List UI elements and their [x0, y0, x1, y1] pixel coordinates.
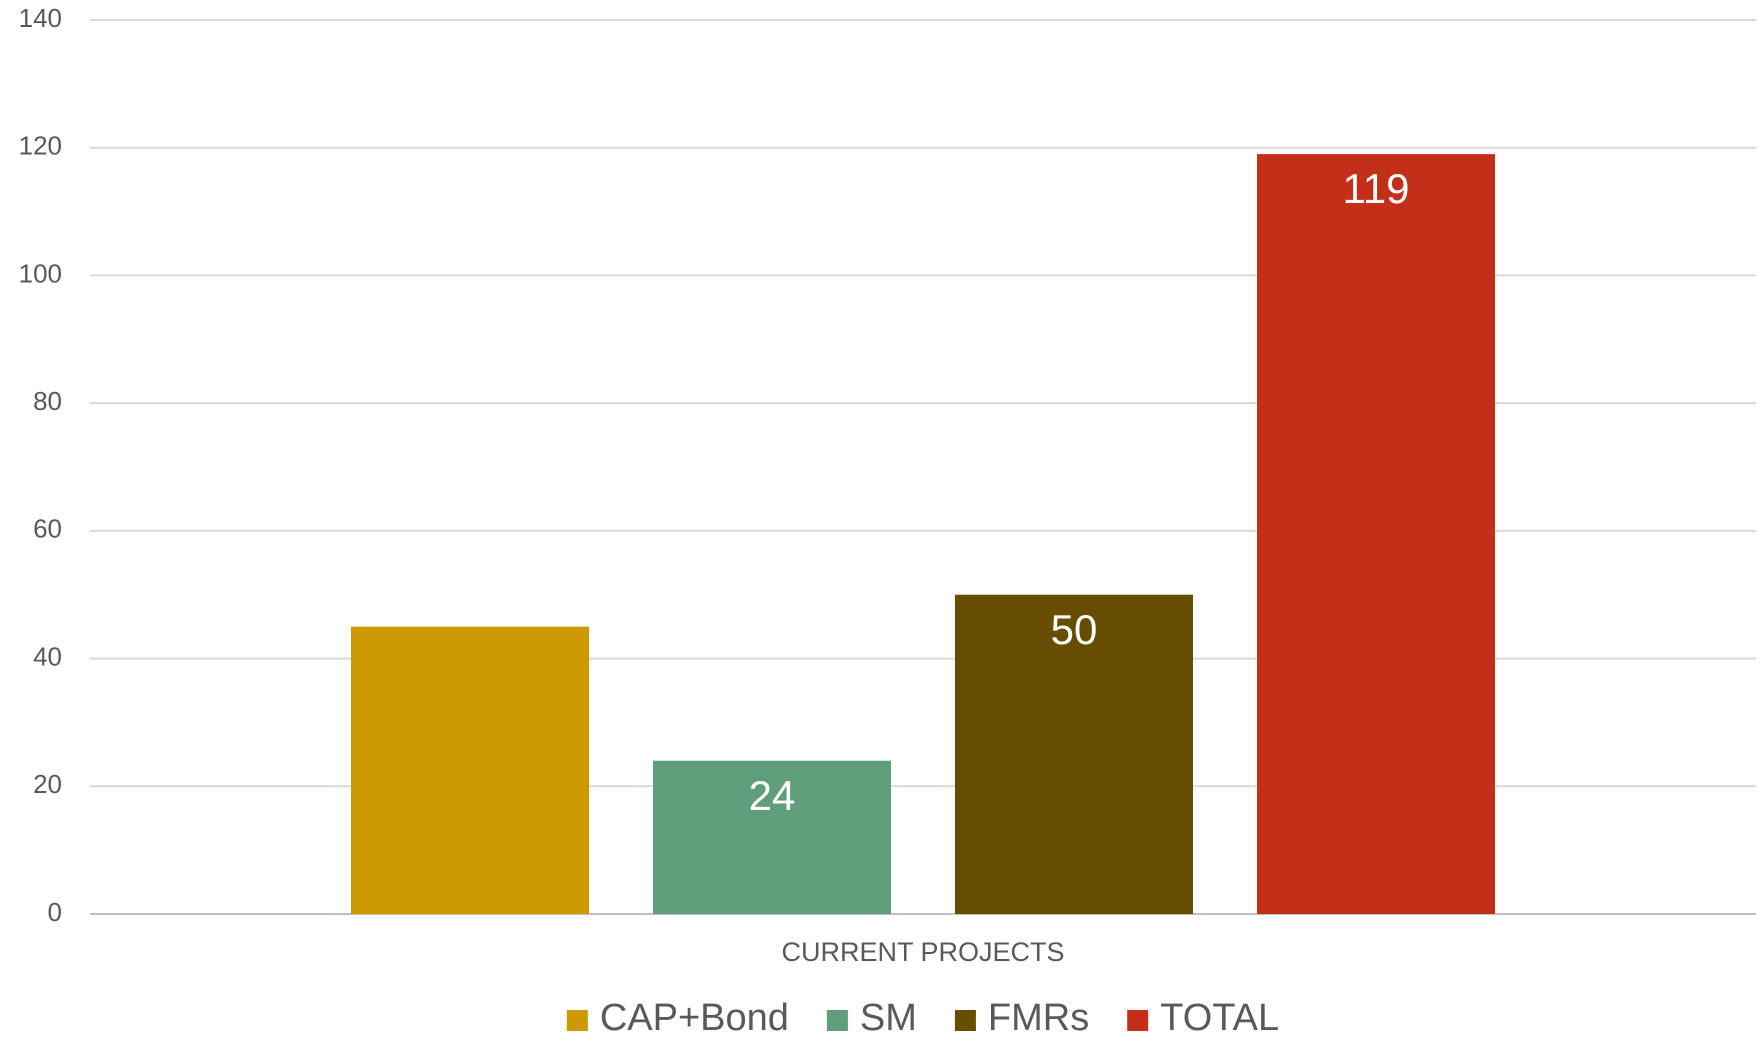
legend-item: FMRs	[954, 997, 1089, 1039]
legend-label: FMRs	[988, 997, 1089, 1039]
y-tick-label: 80	[33, 386, 62, 416]
bar	[1257, 154, 1495, 915]
data-label: 24	[749, 772, 796, 819]
legend-label: TOTAL	[1160, 997, 1279, 1039]
legend-swatch	[566, 1010, 588, 1031]
bar	[955, 594, 1193, 914]
legend-swatch	[826, 1010, 848, 1031]
legend-item: SM	[826, 997, 917, 1039]
bar	[351, 626, 589, 914]
data-label: 119	[1343, 165, 1410, 212]
y-tick-label: 100	[19, 258, 62, 288]
data-label: 50	[1051, 606, 1098, 653]
legend-item: TOTAL	[1127, 997, 1279, 1039]
legend-swatch	[1127, 1010, 1149, 1031]
y-tick-label: 0	[48, 897, 62, 927]
legend-swatch	[954, 1010, 976, 1031]
legend-item: CAP+Bond	[566, 997, 789, 1039]
y-tick-label: 40	[33, 641, 62, 671]
y-tick-label: 120	[19, 131, 62, 161]
y-tick-label: 60	[33, 514, 62, 544]
x-tick-label: CURRENT PROJECTS	[781, 937, 1064, 967]
legend-label: SM	[860, 997, 917, 1039]
legend-label: CAP+Bond	[600, 997, 789, 1039]
y-tick-label: 140	[19, 3, 62, 33]
y-tick-label: 20	[33, 769, 62, 799]
bar	[653, 760, 891, 914]
